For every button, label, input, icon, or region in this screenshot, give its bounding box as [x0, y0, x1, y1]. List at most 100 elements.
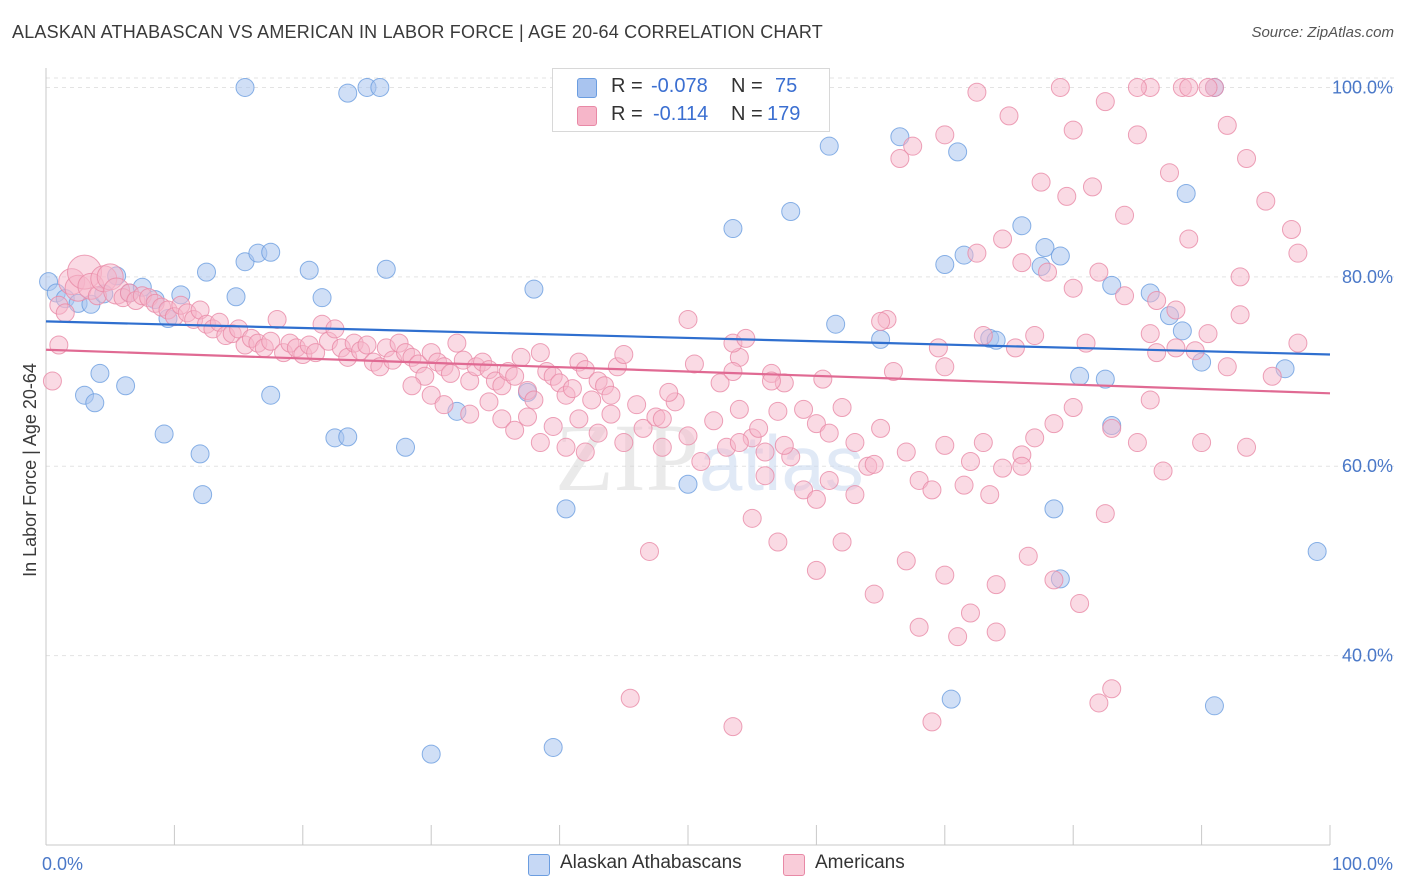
chart-title: ALASKAN ATHABASCAN VS AMERICAN IN LABOR … [12, 22, 823, 42]
american-point [980, 485, 1000, 505]
american-point [845, 433, 865, 453]
american-point [614, 433, 634, 453]
american-point [1050, 77, 1070, 97]
american-point [883, 362, 903, 382]
american-point [575, 360, 595, 380]
american-point [935, 565, 955, 585]
athabascan-point [1035, 237, 1055, 257]
american-point [993, 229, 1013, 249]
american-point [1198, 324, 1218, 344]
american-point [1237, 437, 1257, 457]
american-point [871, 311, 891, 331]
stats-legend: R = -0.078 N = 75 R = -0.114 N = 179 [552, 68, 830, 132]
american-point [774, 435, 794, 455]
american-point [1031, 172, 1051, 192]
american-point [935, 357, 955, 377]
athabascan-point [261, 242, 281, 262]
legend-swatch-americans [577, 106, 597, 126]
american-point [1288, 333, 1308, 353]
american-point [1115, 205, 1135, 225]
axes [45, 68, 1331, 846]
athabascan-point [190, 444, 210, 464]
american-point [421, 385, 441, 405]
american-point [954, 475, 974, 495]
american-point [973, 326, 993, 346]
american-point [588, 423, 608, 443]
american-point [1147, 291, 1167, 311]
x-tick-label: 100.0% [1332, 854, 1393, 874]
american-point [582, 390, 602, 410]
american-point [42, 371, 62, 391]
american-point [960, 603, 980, 623]
american-point [1217, 357, 1237, 377]
source-label: Source: ZipAtlas.com [1251, 24, 1394, 41]
american-point [1192, 433, 1212, 453]
athabascan-point [261, 385, 281, 405]
american-point [1281, 220, 1301, 240]
american-point [556, 437, 576, 457]
american-point [973, 433, 993, 453]
american-point [1063, 278, 1083, 298]
american-point [229, 319, 249, 339]
american-point [749, 418, 769, 438]
legend-swatch [528, 854, 550, 876]
y-tick-label: 60.0% [1342, 456, 1393, 476]
american-point [1127, 77, 1147, 97]
athabascan-point [376, 259, 396, 279]
athabascan-point [1095, 369, 1115, 389]
athabascan-point [524, 279, 544, 299]
american-point [1018, 546, 1038, 566]
american-point [1044, 414, 1064, 434]
american-point [704, 411, 724, 431]
athabascan-point [556, 499, 576, 519]
n-label: N = [731, 75, 763, 97]
american-point [729, 399, 749, 419]
american-point [806, 560, 826, 580]
american-point [524, 390, 544, 410]
american-point [575, 442, 595, 462]
athabascan-point [935, 255, 955, 275]
legend-row-athabascan: R = -0.078 N = 75 [553, 73, 829, 101]
american-point [1095, 92, 1115, 112]
american-point [684, 354, 704, 374]
american-point [518, 407, 537, 427]
american-point [922, 480, 942, 500]
athabascan-point [1012, 216, 1032, 236]
american-point [447, 333, 467, 353]
n-value: 75 [775, 75, 798, 97]
legend-swatch [783, 854, 805, 876]
american-point [896, 442, 916, 462]
american-point [678, 426, 698, 446]
american-point [729, 433, 749, 453]
data-points [39, 77, 1327, 764]
american-point [909, 617, 929, 637]
american-point [1070, 594, 1090, 614]
american-point [864, 584, 884, 604]
athabascan-point [543, 737, 563, 757]
american-point [434, 395, 454, 415]
american-point [967, 82, 987, 102]
american-point [659, 382, 679, 402]
athabascan-point [299, 260, 319, 280]
athabascan-point [370, 77, 390, 97]
american-point [601, 385, 621, 405]
american-point [986, 622, 1006, 642]
american-point [402, 376, 422, 396]
american-point [723, 362, 743, 382]
american-point [755, 442, 775, 462]
american-point [1230, 267, 1250, 287]
american-point [505, 366, 525, 386]
american-point [1140, 324, 1160, 344]
athabascan-point [1307, 541, 1327, 561]
american-point [678, 309, 698, 329]
american-point [710, 373, 730, 393]
american-point [1160, 163, 1179, 183]
american-point [530, 343, 550, 363]
american-point [1095, 504, 1115, 524]
trend-lines [45, 320, 1331, 395]
american-point [569, 409, 589, 429]
american-point [832, 532, 852, 552]
american-point [935, 435, 955, 455]
athabascan-point [1044, 499, 1064, 519]
athabascan-point [826, 314, 846, 334]
